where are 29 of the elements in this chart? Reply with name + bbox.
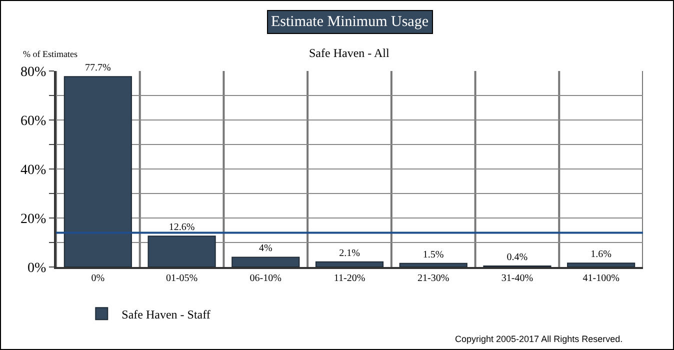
bar [64,76,132,267]
x-tick-label: 41-100% [582,273,620,284]
bar [148,236,216,267]
bar [567,262,636,267]
bar [399,262,468,267]
y-tick-label: 20% [20,212,47,227]
bar [315,261,384,267]
x-tick-label: 0% [91,273,105,284]
x-tick-label: 06-10% [250,273,282,284]
data-label: 1.6% [590,249,612,260]
data-label: 2.1% [339,248,360,259]
data-label: 1.5% [422,249,444,260]
y-tick-label: 60% [20,114,47,129]
y-tick-label: 80% [20,64,47,80]
x-tick-label: 31-40% [501,273,534,284]
x-tick-label: 21-30% [418,273,450,284]
text: Copyright 2005-2017 All Rights Reserved. [455,334,623,344]
x-tick-label: 11-20% [334,273,366,284]
chart-title: Estimate Minimum Usage [271,14,429,30]
legend-label: Safe Haven - Staff [122,307,210,322]
data-label: 0.4% [506,252,528,264]
data-label: 12.6% [168,222,195,234]
bar [232,256,300,267]
data-label: 77.7% [85,62,111,74]
x-tick-label: 01-05% [166,273,198,284]
y-tick-label: 40% [20,162,47,178]
y-axis-title: % of Estimates [23,49,78,59]
data-label: 4% [258,243,272,254]
chart-subtitle: Safe Haven - All [309,46,390,60]
